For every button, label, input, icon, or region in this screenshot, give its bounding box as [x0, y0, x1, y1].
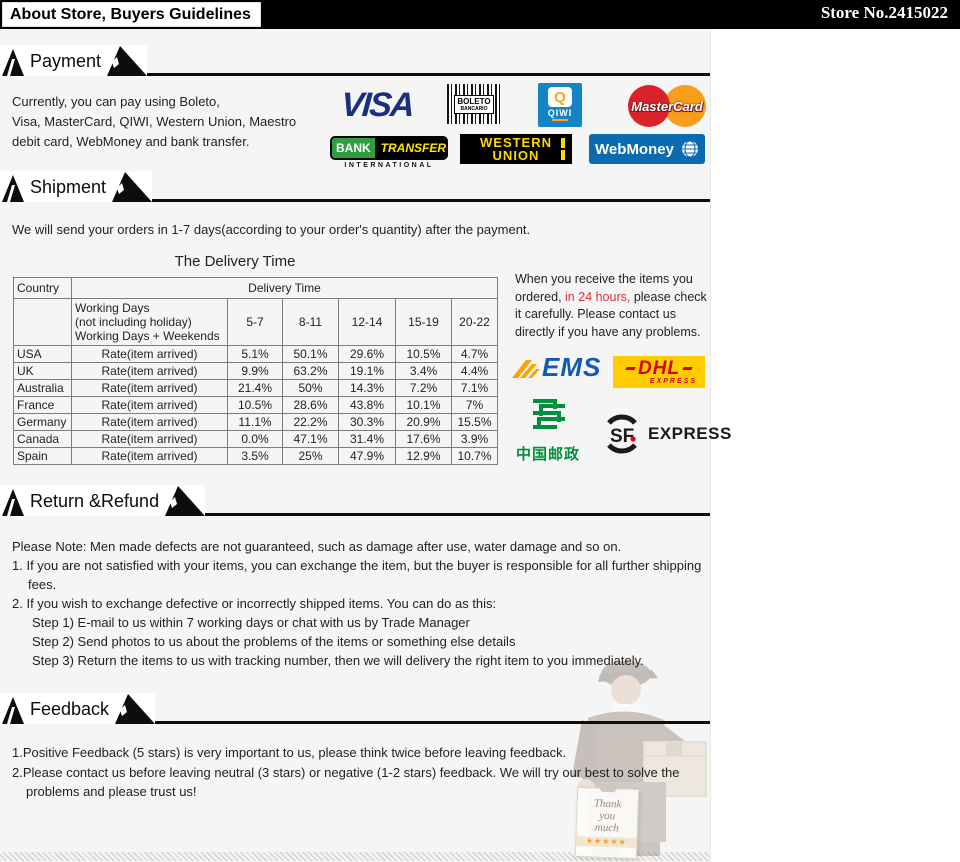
return-item-1: 1. If you are not satisfied with your it…: [12, 558, 702, 592]
sf-express-logo: SF EXPRESS: [602, 414, 732, 454]
return-step-2: Step 2) Send photos to us about the prob…: [32, 634, 516, 649]
return-step-1: Step 1) E-mail to us within 7 working da…: [32, 615, 470, 630]
page-title: About Store, Buyers Guidelines: [2, 2, 261, 27]
table-header-row: Country Delivery Time: [13, 277, 498, 299]
table-row: Germany Rate(item arrived) 11.1% 22.2% 3…: [13, 413, 498, 431]
section-divider: [147, 73, 710, 76]
bank-transfer-logo: BANK TRANSFER INTERNATIONAL: [330, 136, 448, 169]
section-divider: [152, 199, 710, 202]
arrow-right-icon: [165, 486, 206, 516]
payment-section-header: Payment: [0, 42, 710, 76]
svg-text:SF: SF: [610, 426, 634, 447]
working-days-cell: Working Days (not including holiday) Wor…: [71, 298, 228, 346]
section-divider: [155, 721, 710, 724]
boleto-logo: BOLETO BANCARIO: [447, 84, 501, 124]
arrow-left-icon: [2, 49, 24, 76]
feedback-section-title: Feedback: [30, 699, 110, 719]
delivery-time-table: Country Delivery Time Working Days (not …: [13, 277, 498, 465]
receive-notice: When you receive the items you ordered, …: [515, 272, 707, 339]
return-section-title: Return &Refund: [30, 491, 160, 511]
dhl-logo: DHL EXPRESS: [613, 356, 705, 388]
feedback-item-2: 2.Please contact us before leaving neutr…: [12, 764, 680, 800]
feedback-section-header: Feedback: [0, 690, 710, 724]
arrow-right-icon: [115, 694, 156, 724]
qiwi-logo: Q QIWI: [538, 83, 582, 127]
payment-section-title: Payment: [30, 51, 102, 71]
ems-wing-icon: [512, 359, 540, 378]
mastercard-red-circle: [628, 85, 670, 127]
table-row: Canada Rate(item arrived) 0.0% 47.1% 31.…: [13, 430, 498, 448]
section-divider: [205, 513, 710, 516]
return-note: Please Note: Men made defects are not gu…: [12, 539, 622, 554]
globe-icon: [681, 140, 698, 158]
return-step-3: Step 3) Return the items to us with trac…: [32, 653, 644, 668]
shipment-section-header: Shipment: [0, 168, 710, 202]
webmoney-logo: WebMoney: [589, 134, 705, 164]
arrow-left-icon: [2, 489, 24, 516]
return-policy-text: Please Note: Men made defects are not gu…: [12, 537, 710, 670]
store-number: Store No.2415022: [820, 3, 948, 22]
return-section-header: Return &Refund: [0, 482, 710, 516]
arrow-left-icon: [2, 175, 24, 202]
bottom-hatch-stripe: [0, 852, 710, 861]
china-post-emblem-icon: [533, 399, 565, 429]
table-subheader-row: Working Days (not including holiday) Wor…: [13, 298, 498, 346]
arrow-right-icon: [107, 46, 148, 76]
shipment-intro: We will send your orders in 1-7 days(acc…: [12, 222, 531, 237]
table-row: Spain Rate(item arrived) 3.5% 25% 47.9% …: [13, 447, 498, 465]
table-row: France Rate(item arrived) 10.5% 28.6% 43…: [13, 396, 498, 414]
country-header: Country: [13, 277, 72, 299]
china-post-logo: 中国邮政: [515, 396, 581, 464]
visa-logo: VISA: [340, 85, 415, 124]
qiwi-q-icon: Q: [548, 87, 572, 107]
mastercard-logo: MasterCard: [628, 85, 706, 127]
top-bar: About Store, Buyers Guidelines Store No.…: [0, 0, 960, 29]
table-row: Australia Rate(item arrived) 21.4% 50% 1…: [13, 379, 498, 397]
thank-you-sign: Thank you much ★★★★★: [574, 786, 640, 860]
delivery-time-header: Delivery Time: [71, 277, 498, 299]
highlight-24-hours: in 24 hours,: [565, 289, 631, 304]
shipment-section-title: Shipment: [30, 177, 107, 197]
delivery-table-title: The Delivery Time: [174, 253, 296, 270]
western-union-logo: WESTERN UNION: [460, 134, 572, 164]
ems-logo: EMS: [512, 352, 601, 383]
feedback-text: 1.Positive Feedback (5 stars) is very im…: [12, 743, 712, 802]
table-row: USA Rate(item arrived) 5.1% 50.1% 29.6% …: [13, 345, 498, 363]
table-row: UK Rate(item arrived) 9.9% 63.2% 19.1% 3…: [13, 362, 498, 380]
feedback-item-1: 1.Positive Feedback (5 stars) is very im…: [12, 745, 567, 760]
sf-circle-icon: SF: [607, 414, 637, 454]
five-stars: ★★★★★: [576, 835, 637, 849]
mastercard-orange-circle: [664, 85, 706, 127]
return-item-2: 2. If you wish to exchange defective or …: [12, 596, 497, 611]
payment-text: Currently, you can pay using Boleto, Vis…: [12, 94, 297, 149]
arrow-right-icon: [112, 172, 153, 202]
arrow-left-icon: [2, 697, 24, 724]
